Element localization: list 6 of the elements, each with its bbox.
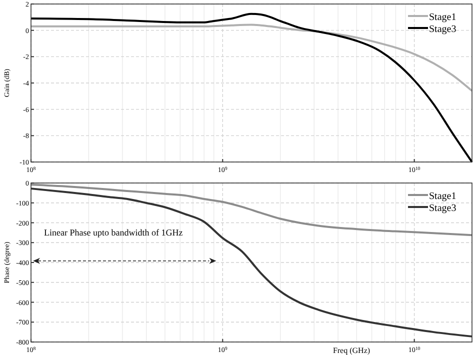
annotation: Linear Phase upto bandwidth of 1GHz	[44, 227, 183, 238]
x-axis-title: Freq (GHz)	[332, 346, 370, 355]
legend-label: Stage1	[429, 191, 456, 202]
legend-label: Stage3	[429, 203, 456, 214]
legend-label: Stage3	[429, 24, 456, 35]
legend-label: Stage1	[429, 12, 456, 23]
